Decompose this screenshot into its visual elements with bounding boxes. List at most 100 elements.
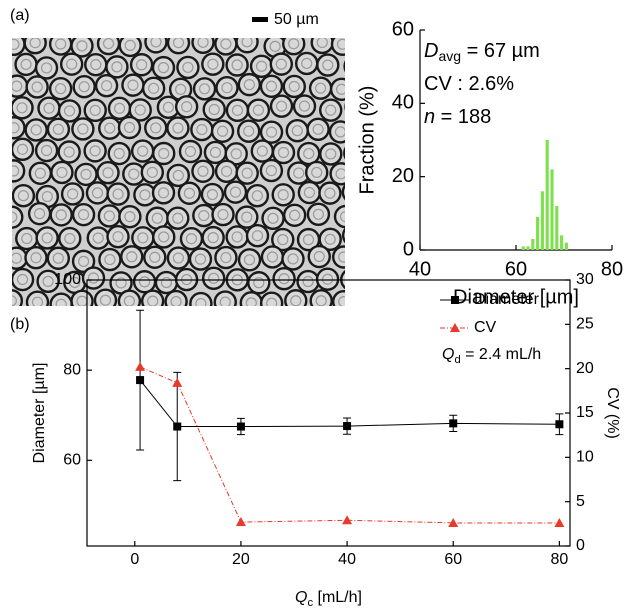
droplet-core [69,276,81,288]
droplet-core [12,165,20,177]
droplet [57,99,82,123]
droplet-core [198,83,211,95]
micrograph-droplets [12,38,345,306]
droplet [269,94,294,118]
x-tick-label: 40 [338,551,356,568]
hist-bar [536,217,540,250]
droplet-core [55,209,67,221]
droplet [57,140,81,164]
droplet [129,53,154,77]
droplet-core [157,62,170,74]
droplet-core [275,58,287,70]
droplet-core [80,168,92,181]
droplet-core [126,251,138,263]
droplet-core [185,233,198,245]
label-part: D [424,40,438,62]
y-tick-label: 20 [392,165,414,187]
droplet-core [16,273,29,286]
y-axis-label: Diameter [µm] [31,363,48,464]
label-part: = 2.4 mL/h [461,346,542,363]
droplet-core [56,166,68,179]
droplet-core [216,125,229,137]
droplet [25,75,49,99]
droplet-core [172,169,184,182]
droplet [84,52,108,77]
droplet [249,54,274,78]
droplet [166,206,190,230]
droplet-core [291,125,303,137]
droplet [318,181,342,205]
droplet [59,52,84,76]
droplet-core [301,57,313,70]
droplet [117,289,142,306]
droplet-core [207,232,219,244]
droplet-core [184,145,197,158]
legend-label: CV [474,319,497,336]
droplet-core [170,295,182,306]
droplet [223,180,248,204]
droplet [93,288,118,306]
droplet-core [55,83,67,95]
label-part: [mL/h] [313,589,362,606]
droplet [152,141,176,166]
droplet [74,162,98,187]
marker [136,376,145,385]
droplet [166,116,190,140]
droplet [60,182,85,206]
droplet [141,76,166,101]
droplet [121,73,145,97]
droplet [259,74,284,98]
droplet-core [172,122,184,134]
y2-tick-label: 15 [576,404,594,421]
droplet [72,74,96,99]
droplet [308,76,333,100]
hist-bar [540,191,544,250]
droplet-core [229,186,242,198]
droplet-core [322,59,334,71]
droplet [309,289,333,306]
droplet-core [230,148,242,160]
droplet-core [334,126,345,138]
droplet [214,245,238,270]
droplet-core [162,101,174,113]
droplet-core [157,187,170,199]
droplet [250,139,275,163]
droplet-core [99,294,112,306]
droplet-core [134,104,146,116]
x-tick-label: 20 [232,551,250,568]
marker [173,422,182,431]
droplet-core [311,166,323,179]
droplet [201,52,225,76]
droplet-core [124,39,136,52]
droplet [27,201,52,226]
droplet-core [127,79,139,91]
droplet [332,245,345,269]
x-tick-label: 60 [444,551,462,568]
droplet [306,117,330,141]
droplet [36,269,60,294]
droplet-core [20,58,32,71]
droplet-core [115,277,127,289]
droplet [192,203,216,228]
droplet-core [172,212,184,224]
droplet-core [197,165,209,177]
droplet-core [275,100,288,112]
y-tick-label: 40 [392,92,414,114]
droplet-core [325,148,337,160]
droplet-core [138,276,151,288]
droplet [285,118,310,143]
droplet [190,117,214,142]
droplet-core [89,145,101,157]
droplet [130,139,155,163]
scale-bar [252,17,268,22]
droplet [281,247,305,271]
label: Qd = 2.4 mL/h [442,346,541,366]
droplet-core [34,167,46,179]
droplet-core [336,83,345,95]
droplet [46,117,71,141]
droplet-core [66,58,78,70]
droplet-core [40,62,53,74]
droplet-core [64,232,76,245]
droplet-core [34,208,46,220]
droplet [48,38,73,56]
